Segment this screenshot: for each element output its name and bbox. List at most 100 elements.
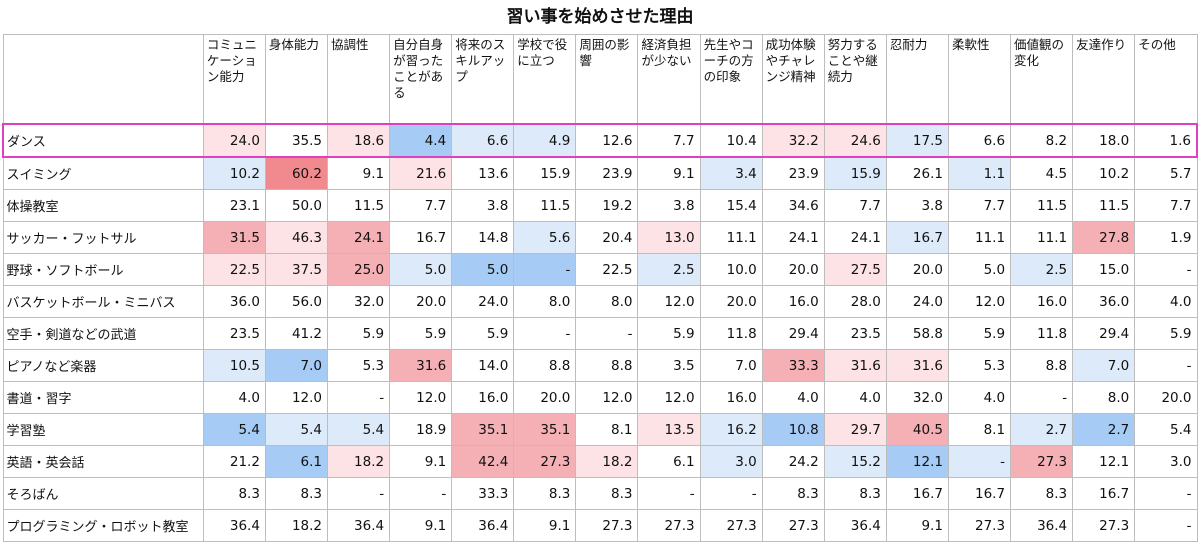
row-label: 英語・英会話	[2, 445, 204, 478]
data-cell: 23.1	[202, 189, 266, 222]
data-cell: -	[513, 253, 577, 286]
table-row: ピアノなど楽器 10.5 7.0 5.3 31.6 14.0 8.8 8.8 3.5 7.0 33.…	[2, 349, 1198, 382]
data-cell: 9.1	[637, 156, 701, 190]
header-row: コミュニケーション能力 身体能力 協調性 自分自身が習ったことがある 将来のスキルアップ…	[2, 34, 1198, 125]
row-label: 学習塾	[2, 413, 204, 446]
data-cell: 5.9	[637, 317, 701, 350]
data-cell: 6.1	[637, 445, 701, 478]
data-cell: 4.9	[513, 123, 577, 158]
data-cell: 8.0	[513, 285, 577, 318]
data-cell: 20.4	[575, 221, 639, 254]
data-cell: 27.3	[575, 509, 639, 542]
data-cell: 2.5	[637, 253, 701, 286]
data-cell: 29.4	[761, 317, 825, 350]
data-cell: 18.2	[575, 445, 639, 478]
data-cell: 12.1	[1072, 445, 1136, 478]
data-cell: 15.2	[823, 445, 887, 478]
data-cell: 1.1	[947, 156, 1012, 190]
data-cell: 27.5	[823, 253, 887, 286]
data-cell: 36.4	[1010, 509, 1074, 542]
data-cell: 5.7	[1134, 156, 1198, 190]
data-cell: 28.0	[823, 285, 887, 318]
data-cell: 16.0	[1010, 285, 1074, 318]
column-header: 先生やコーチの方の印象	[699, 34, 763, 125]
data-cell: 11.5	[513, 189, 577, 222]
table-row: そろばん 8.3 8.3- -33.3 8.3 8.3- -8.3 8.3 16.7 16.7 8.…	[2, 477, 1198, 510]
data-cell: 33.3	[451, 477, 515, 510]
data-cell: 12.1	[885, 445, 949, 478]
row-label: サッカー・フットサル	[2, 221, 204, 254]
data-cell: 16.0	[761, 285, 825, 318]
data-cell: 9.1	[389, 445, 453, 478]
data-cell: 7.7	[1134, 189, 1198, 222]
data-cell: 35.5	[264, 123, 329, 158]
data-cell: -	[699, 477, 763, 510]
data-cell: 19.2	[575, 189, 639, 222]
data-cell: 8.3	[575, 477, 639, 510]
row-label: ダンス	[1, 123, 204, 158]
data-cell: 1.6	[1134, 123, 1199, 158]
data-cell: 23.5	[823, 317, 887, 350]
data-cell: -	[1134, 349, 1198, 382]
data-cell: 5.4	[1134, 413, 1198, 446]
data-cell: 12.0	[264, 381, 329, 414]
data-cell: 46.3	[264, 221, 329, 254]
data-cell: 12.0	[637, 381, 701, 414]
data-cell: 10.2	[1072, 156, 1136, 190]
column-header: 柔軟性	[947, 34, 1012, 125]
data-cell: 16.7	[947, 477, 1012, 510]
data-cell: 10.2	[202, 156, 266, 190]
chart-title: 習い事を始めさせた理由	[506, 7, 694, 27]
data-cell: 31.5	[202, 221, 266, 254]
table-row: サッカー・フットサル 31.5 46.3 24.1 16.7 14.8 5.6 20.4 13.…	[2, 221, 1198, 254]
row-label: バスケットボール・ミニバス	[2, 285, 204, 318]
data-cell: 5.3	[947, 349, 1012, 382]
data-cell: 18.9	[389, 413, 453, 446]
data-cell: 36.4	[327, 509, 391, 542]
data-cell: 20.0	[389, 285, 453, 318]
data-cell: 20.0	[761, 253, 825, 286]
data-cell: 24.0	[202, 123, 266, 158]
data-cell: -	[575, 317, 639, 350]
data-cell: 5.9	[1134, 317, 1198, 350]
data-cell: 5.9	[947, 317, 1012, 350]
data-cell: 8.3	[823, 477, 887, 510]
data-cell: 58.8	[885, 317, 949, 350]
data-cell: 5.9	[451, 317, 515, 350]
data-cell: 16.2	[699, 413, 763, 446]
column-header: 将来のスキルアップ	[451, 34, 515, 125]
column-header: コミュニケーション能力	[202, 34, 266, 125]
data-cell: 15.9	[823, 156, 887, 190]
data-cell: 27.3	[1072, 509, 1136, 542]
data-cell: 8.0	[1072, 381, 1136, 414]
column-header: 自分自身が習ったことがある	[389, 34, 453, 125]
data-cell: 9.1	[389, 509, 453, 542]
data-cell: 42.4	[451, 445, 515, 478]
data-cell: 10.4	[699, 123, 763, 158]
data-cell: 3.8	[637, 189, 701, 222]
data-cell: 16.0	[699, 381, 763, 414]
table-row: 書道・習字 4.0 12.0-12.0 16.0 20.0 12.0 12.0 16.0 4.0…	[2, 381, 1198, 414]
data-cell: 8.3	[202, 477, 266, 510]
data-cell: 36.4	[202, 509, 266, 542]
data-cell: 26.1	[885, 156, 949, 190]
column-header: 友達作り	[1072, 34, 1136, 125]
column-header: 努力することや継続力	[823, 34, 887, 125]
data-cell: 11.5	[327, 189, 391, 222]
data-cell: 12.0	[389, 381, 453, 414]
data-cell: 31.6	[885, 349, 949, 382]
data-cell: 9.1	[885, 509, 949, 542]
data-cell: 4.0	[202, 381, 266, 414]
data-cell: 5.4	[327, 413, 391, 446]
table-row: スイミング 10.2 60.2 9.1 21.6 13.6 15.9 23.9 9.1 3.4 23…	[2, 156, 1198, 190]
row-label: 空手・剣道などの武道	[2, 317, 204, 350]
data-cell: 2.7	[1010, 413, 1074, 446]
data-cell: -	[1134, 253, 1198, 286]
data-cell: 18.2	[264, 509, 329, 542]
data-cell: 11.1	[699, 221, 763, 254]
data-cell: 6.1	[264, 445, 329, 478]
data-cell: 5.6	[513, 221, 577, 254]
data-cell: 11.1	[1010, 221, 1074, 254]
data-cell: 29.7	[823, 413, 887, 446]
row-label: ピアノなど楽器	[2, 349, 204, 382]
